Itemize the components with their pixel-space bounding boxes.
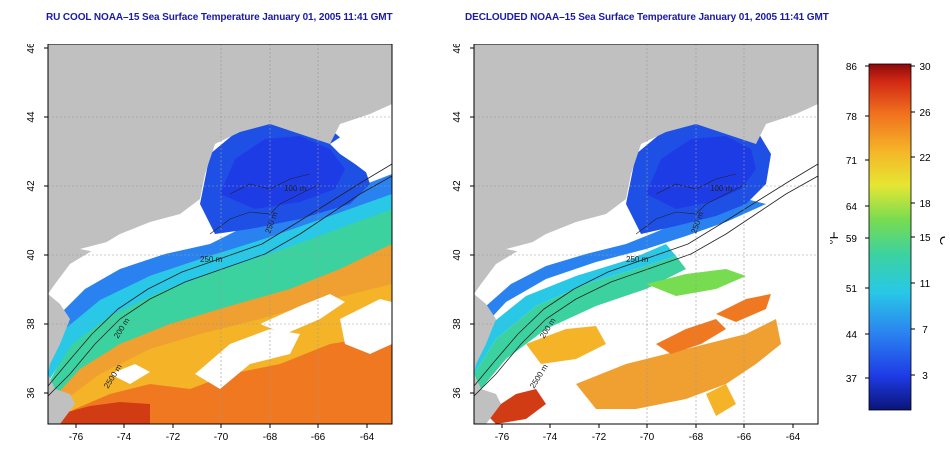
celsius-tick: 30 — [919, 62, 931, 73]
y-tick-label: 40 — [26, 249, 37, 261]
y-tick-label: 36 — [26, 387, 37, 399]
y-tick-label: 42 — [452, 180, 463, 192]
contour-label: 100 m — [710, 184, 733, 193]
y-tick-label: 44 — [26, 111, 37, 123]
contour-label: 250 m — [200, 255, 223, 264]
fahrenheit-tick: 64 — [846, 202, 858, 213]
fahrenheit-tick: 44 — [846, 330, 858, 341]
contour-label: 250 m — [626, 255, 649, 264]
fahrenheit-tick: 86 — [846, 62, 858, 73]
right-panel-title: DECLOUDED NOAA–15 Sea Surface Temperatur… — [465, 12, 829, 23]
fahrenheit-tick: 59 — [846, 234, 858, 245]
fahrenheit-tick: 37 — [846, 374, 858, 385]
fahrenheit-tick: 51 — [846, 284, 858, 295]
fahrenheit-unit-label: °F — [830, 231, 841, 244]
y-tick-label: 44 — [452, 111, 463, 123]
right-sst-map: 100 m 250 m 2500 m 250 m 200 m 46 44 42 … — [426, 44, 836, 464]
celsius-tick: 15 — [919, 233, 931, 244]
celsius-tick: 26 — [919, 108, 931, 119]
x-tick-label: -66 — [311, 432, 326, 443]
celsius-unit-label: °C — [937, 231, 945, 246]
x-tick-label: -72 — [592, 432, 607, 443]
x-tick-label: -64 — [786, 432, 801, 443]
x-tick-label: -64 — [360, 432, 375, 443]
celsius-tick: 11 — [920, 279, 931, 290]
celsius-tick: 7 — [922, 325, 928, 336]
x-tick-label: -68 — [689, 432, 704, 443]
fahrenheit-tick: 78 — [846, 112, 858, 123]
x-tick-label: -70 — [214, 432, 229, 443]
y-tick-label: 38 — [452, 318, 463, 330]
colorbar: 86 78 71 64 59 51 44 37 30 26 22 18 15 1… — [826, 56, 950, 431]
celsius-tick: 3 — [922, 371, 928, 382]
y-tick-label: 46 — [452, 44, 463, 54]
x-tick-label: -68 — [263, 432, 278, 443]
x-tick-label: -70 — [640, 432, 655, 443]
y-tick-label: 38 — [26, 318, 37, 330]
celsius-tick: 22 — [919, 153, 931, 164]
land-area — [48, 44, 392, 294]
x-tick-label: -74 — [117, 432, 132, 443]
land-area — [474, 44, 818, 294]
contour-label: 100 m — [284, 184, 307, 193]
left-sst-map: 100 m 250 m 2500 m 250 m 200 m 46 44 42 … — [0, 44, 410, 464]
colorbar-gradient — [868, 63, 912, 411]
y-tick-label: 46 — [26, 44, 37, 54]
x-tick-label: -72 — [166, 432, 181, 443]
left-panel-title: RU COOL NOAA–15 Sea Surface Temperature … — [46, 12, 393, 23]
y-tick-label: 36 — [452, 387, 463, 399]
celsius-tick: 18 — [919, 199, 931, 210]
x-tick-label: -74 — [543, 432, 558, 443]
graticule — [474, 44, 818, 424]
x-tick-label: -76 — [495, 432, 510, 443]
fahrenheit-tick: 71 — [846, 156, 858, 167]
x-tick-label: -66 — [737, 432, 752, 443]
x-tick-label: -76 — [69, 432, 84, 443]
graticule — [48, 44, 392, 424]
y-tick-label: 40 — [452, 249, 463, 261]
y-tick-label: 42 — [26, 180, 37, 192]
